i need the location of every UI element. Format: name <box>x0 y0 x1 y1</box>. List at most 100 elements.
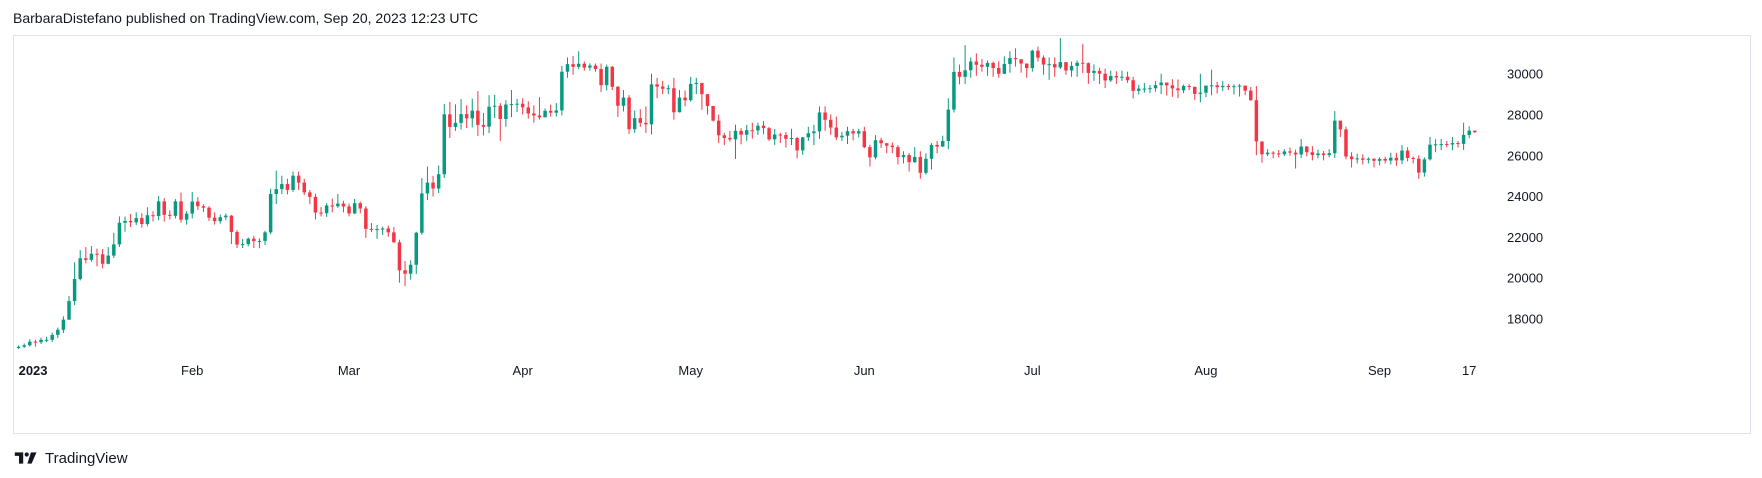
candle-body <box>291 175 295 190</box>
candle-body <box>1293 152 1298 155</box>
tradingview-brand[interactable]: TradingView <box>13 448 128 468</box>
candle <box>123 216 127 232</box>
candle <box>33 339 38 347</box>
candle <box>795 136 799 159</box>
candle-body <box>1383 158 1387 161</box>
candle-body <box>1237 85 1242 87</box>
time-tick-label: Apr <box>513 363 534 378</box>
candle-body <box>1103 73 1107 81</box>
candle-body <box>380 228 385 230</box>
candle <box>1103 68 1107 89</box>
candle-body <box>285 184 290 190</box>
candle <box>252 235 256 249</box>
candle <box>660 80 665 95</box>
candle-body <box>515 103 519 105</box>
candle-body <box>1327 153 1331 156</box>
brand-label: TradingView <box>45 449 128 467</box>
candle-body <box>313 196 318 213</box>
candle <box>974 53 979 76</box>
candle <box>1316 149 1320 159</box>
candle-body <box>302 182 306 193</box>
candle-body <box>44 339 49 341</box>
candle-body <box>1187 85 1191 87</box>
candle-body <box>201 206 206 208</box>
price-tick-label: 24000 <box>1507 189 1543 204</box>
candle-body <box>1170 85 1175 89</box>
candle <box>1204 85 1208 98</box>
candle-body <box>61 319 66 330</box>
candle-body <box>347 206 351 214</box>
candle <box>420 178 424 235</box>
price-tick-label: 20000 <box>1507 271 1543 286</box>
candle <box>39 337 43 344</box>
candle-body <box>1041 57 1046 65</box>
candle <box>1344 126 1348 160</box>
candle <box>1389 152 1393 165</box>
time-tick-label: Jul <box>1024 363 1041 378</box>
candle-body <box>1120 76 1124 78</box>
candle-body <box>442 114 446 175</box>
candle <box>1473 130 1477 133</box>
candle <box>128 213 133 228</box>
candle-body <box>1114 75 1119 78</box>
candle <box>655 77 659 99</box>
candle <box>1058 38 1063 70</box>
time-tick-label: 2023 <box>19 363 48 378</box>
candle <box>834 116 839 140</box>
candle-body <box>386 228 390 233</box>
candle <box>308 189 312 205</box>
candle <box>588 63 592 71</box>
candle-body <box>834 127 839 138</box>
candle <box>1265 149 1270 157</box>
candle-body <box>1209 85 1214 87</box>
candle-body <box>39 339 43 343</box>
candle-body <box>722 135 727 138</box>
candle <box>968 57 973 78</box>
candle-body <box>700 82 704 95</box>
candle <box>1445 141 1449 148</box>
candle-body <box>694 82 699 84</box>
candle <box>739 128 743 145</box>
candle <box>884 143 889 154</box>
candle-body <box>784 135 788 139</box>
candle <box>1377 157 1382 166</box>
candle <box>28 339 32 347</box>
candle-body <box>369 228 374 230</box>
candle <box>1170 79 1175 97</box>
candle-body <box>1473 130 1477 133</box>
candle-body <box>179 201 183 220</box>
candle-body <box>364 208 368 229</box>
candle-body <box>940 141 945 147</box>
candle <box>1439 138 1443 151</box>
candle <box>145 207 150 227</box>
candle-body <box>145 215 150 224</box>
candle <box>106 247 110 265</box>
candle <box>616 85 620 117</box>
candle <box>1008 51 1012 73</box>
candle <box>168 210 172 220</box>
candle-body <box>901 155 906 158</box>
candle <box>190 191 194 219</box>
candle <box>459 99 463 130</box>
candle <box>72 262 77 306</box>
candle <box>1305 146 1309 157</box>
candle-body <box>324 205 329 214</box>
candle-body <box>140 218 144 224</box>
candlestick-chart[interactable]: 18000 20000 22000 24000 26000 28000 30000 2023… <box>13 35 1751 434</box>
candle <box>285 178 290 195</box>
candle-body <box>196 201 200 207</box>
candle-body <box>1372 158 1376 161</box>
candle-body <box>1305 146 1309 153</box>
candle <box>1086 62 1091 84</box>
candle <box>498 103 503 142</box>
candle <box>1405 147 1410 162</box>
candle-body <box>912 156 917 163</box>
candle-body <box>134 218 138 223</box>
candle <box>1411 156 1415 164</box>
candle <box>856 128 861 138</box>
candle-body <box>207 207 211 218</box>
candle <box>879 137 883 148</box>
candle <box>1400 145 1404 165</box>
candle <box>823 106 827 131</box>
candle-body <box>896 147 900 158</box>
